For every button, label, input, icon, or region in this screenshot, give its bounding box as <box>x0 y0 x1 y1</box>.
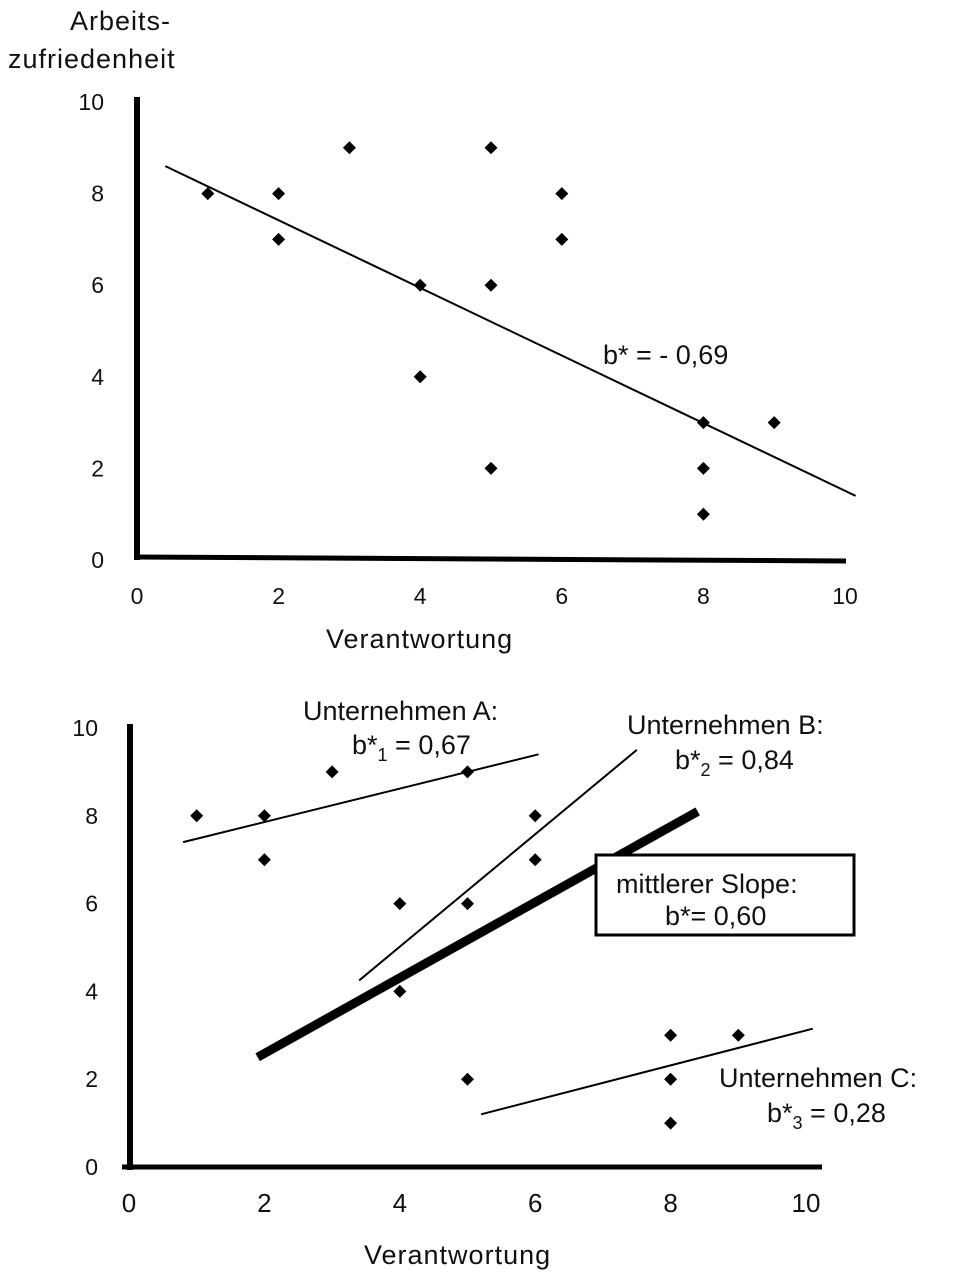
label-company-b-title: Unternehmen B: <box>627 710 824 740</box>
data-point <box>696 507 710 521</box>
mean-slope-box <box>594 853 856 937</box>
data-points <box>201 141 781 521</box>
data-point <box>461 897 474 911</box>
label-mean-slope-value: b*= 0,60 <box>665 901 766 931</box>
y-tick-label: 2 <box>91 455 104 481</box>
label-company-c-title: Unternehmen C: <box>719 1063 917 1093</box>
data-point <box>325 765 339 779</box>
y-tick-label: 8 <box>91 181 104 207</box>
regression-line <box>480 1027 814 1116</box>
data-point <box>393 897 407 911</box>
x-axis <box>133 554 847 564</box>
x-axis-label: Verantwortung <box>364 1240 551 1270</box>
data-point <box>664 1028 678 1042</box>
label-company-c-slope: b*3 = 0,28 <box>767 1098 886 1133</box>
data-point <box>461 765 474 779</box>
y-axis-label-line2: zufriedenheit <box>8 44 176 74</box>
x-tick-label: 8 <box>697 583 710 609</box>
regression-line <box>182 753 539 844</box>
chart-top: Arbeits- zufriedenheit 0 2 4 6 8 10 0 2 4 6 8 10 b… <box>8 6 858 654</box>
x-tick-label: 10 <box>792 1188 821 1218</box>
data-point <box>272 232 286 246</box>
data-point <box>528 809 542 823</box>
y-tick-label: 6 <box>91 272 104 298</box>
y-tick-label: 4 <box>91 364 104 390</box>
data-point <box>555 187 569 201</box>
data-point <box>461 1072 474 1086</box>
x-tick-label: 0 <box>131 583 144 609</box>
regression-line <box>164 165 857 497</box>
regression-line <box>255 807 700 1062</box>
x-tick-label: 10 <box>832 583 858 609</box>
x-tick-labels: 0 2 4 6 8 10 <box>122 1188 821 1218</box>
y-tick-label: 6 <box>85 891 98 917</box>
x-tick-labels: 0 2 4 6 8 10 <box>131 583 858 609</box>
y-tick-label: 10 <box>78 89 104 115</box>
x-tick-label: 2 <box>272 583 285 609</box>
y-tick-label: 2 <box>85 1066 98 1092</box>
data-point <box>696 416 710 430</box>
label-company-a-title: Unternehmen A: <box>303 696 498 726</box>
data-point <box>201 187 215 201</box>
regression-line <box>358 749 638 982</box>
label-mean-slope-title: mittlerer Slope: <box>616 869 798 899</box>
data-points <box>190 765 745 1130</box>
data-point <box>413 278 427 292</box>
data-point <box>342 141 356 155</box>
data-point <box>413 370 427 384</box>
data-point <box>484 141 498 155</box>
label-company-a-slope: b*1 = 0,67 <box>352 730 471 765</box>
data-point <box>393 984 407 998</box>
data-point <box>528 853 542 867</box>
y-tick-labels: 0 2 4 6 8 10 <box>78 89 104 573</box>
x-tick-label: 6 <box>528 1188 542 1218</box>
data-point <box>484 278 498 292</box>
data-point <box>664 1116 678 1130</box>
y-tick-label: 0 <box>91 547 104 573</box>
x-tick-label: 6 <box>555 583 568 609</box>
data-point <box>272 187 286 201</box>
data-point <box>664 1072 678 1086</box>
x-tick-label: 4 <box>414 583 427 609</box>
slope-annotation: b* = - 0,69 <box>603 340 728 370</box>
y-axis-label-line1: Arbeits- <box>70 6 171 36</box>
data-point <box>555 232 569 246</box>
y-tick-label: 10 <box>72 715 98 741</box>
x-tick-label: 8 <box>663 1188 677 1218</box>
data-point <box>696 461 710 475</box>
y-tick-label: 8 <box>85 803 98 829</box>
data-point <box>257 853 271 867</box>
x-tick-label: 0 <box>122 1188 136 1218</box>
data-point <box>767 416 781 430</box>
x-tick-label: 2 <box>257 1188 271 1218</box>
regression-lines <box>182 749 814 1116</box>
data-point <box>731 1028 745 1042</box>
y-tick-label: 4 <box>85 978 98 1004</box>
data-point <box>190 809 204 823</box>
regression-lines <box>164 165 857 497</box>
label-company-b-slope: b*2 = 0,84 <box>675 745 794 780</box>
data-point <box>257 809 271 823</box>
y-tick-label: 0 <box>85 1154 98 1180</box>
chart-bottom: 0 2 4 6 8 10 0 2 4 6 8 10 Unternehmen A: b*1 = 0,6… <box>72 696 917 1270</box>
data-point <box>484 461 498 475</box>
x-axis-label: Verantwortung <box>326 624 513 654</box>
y-tick-labels: 0 2 4 6 8 10 <box>72 715 98 1180</box>
x-tick-label: 4 <box>393 1188 407 1218</box>
